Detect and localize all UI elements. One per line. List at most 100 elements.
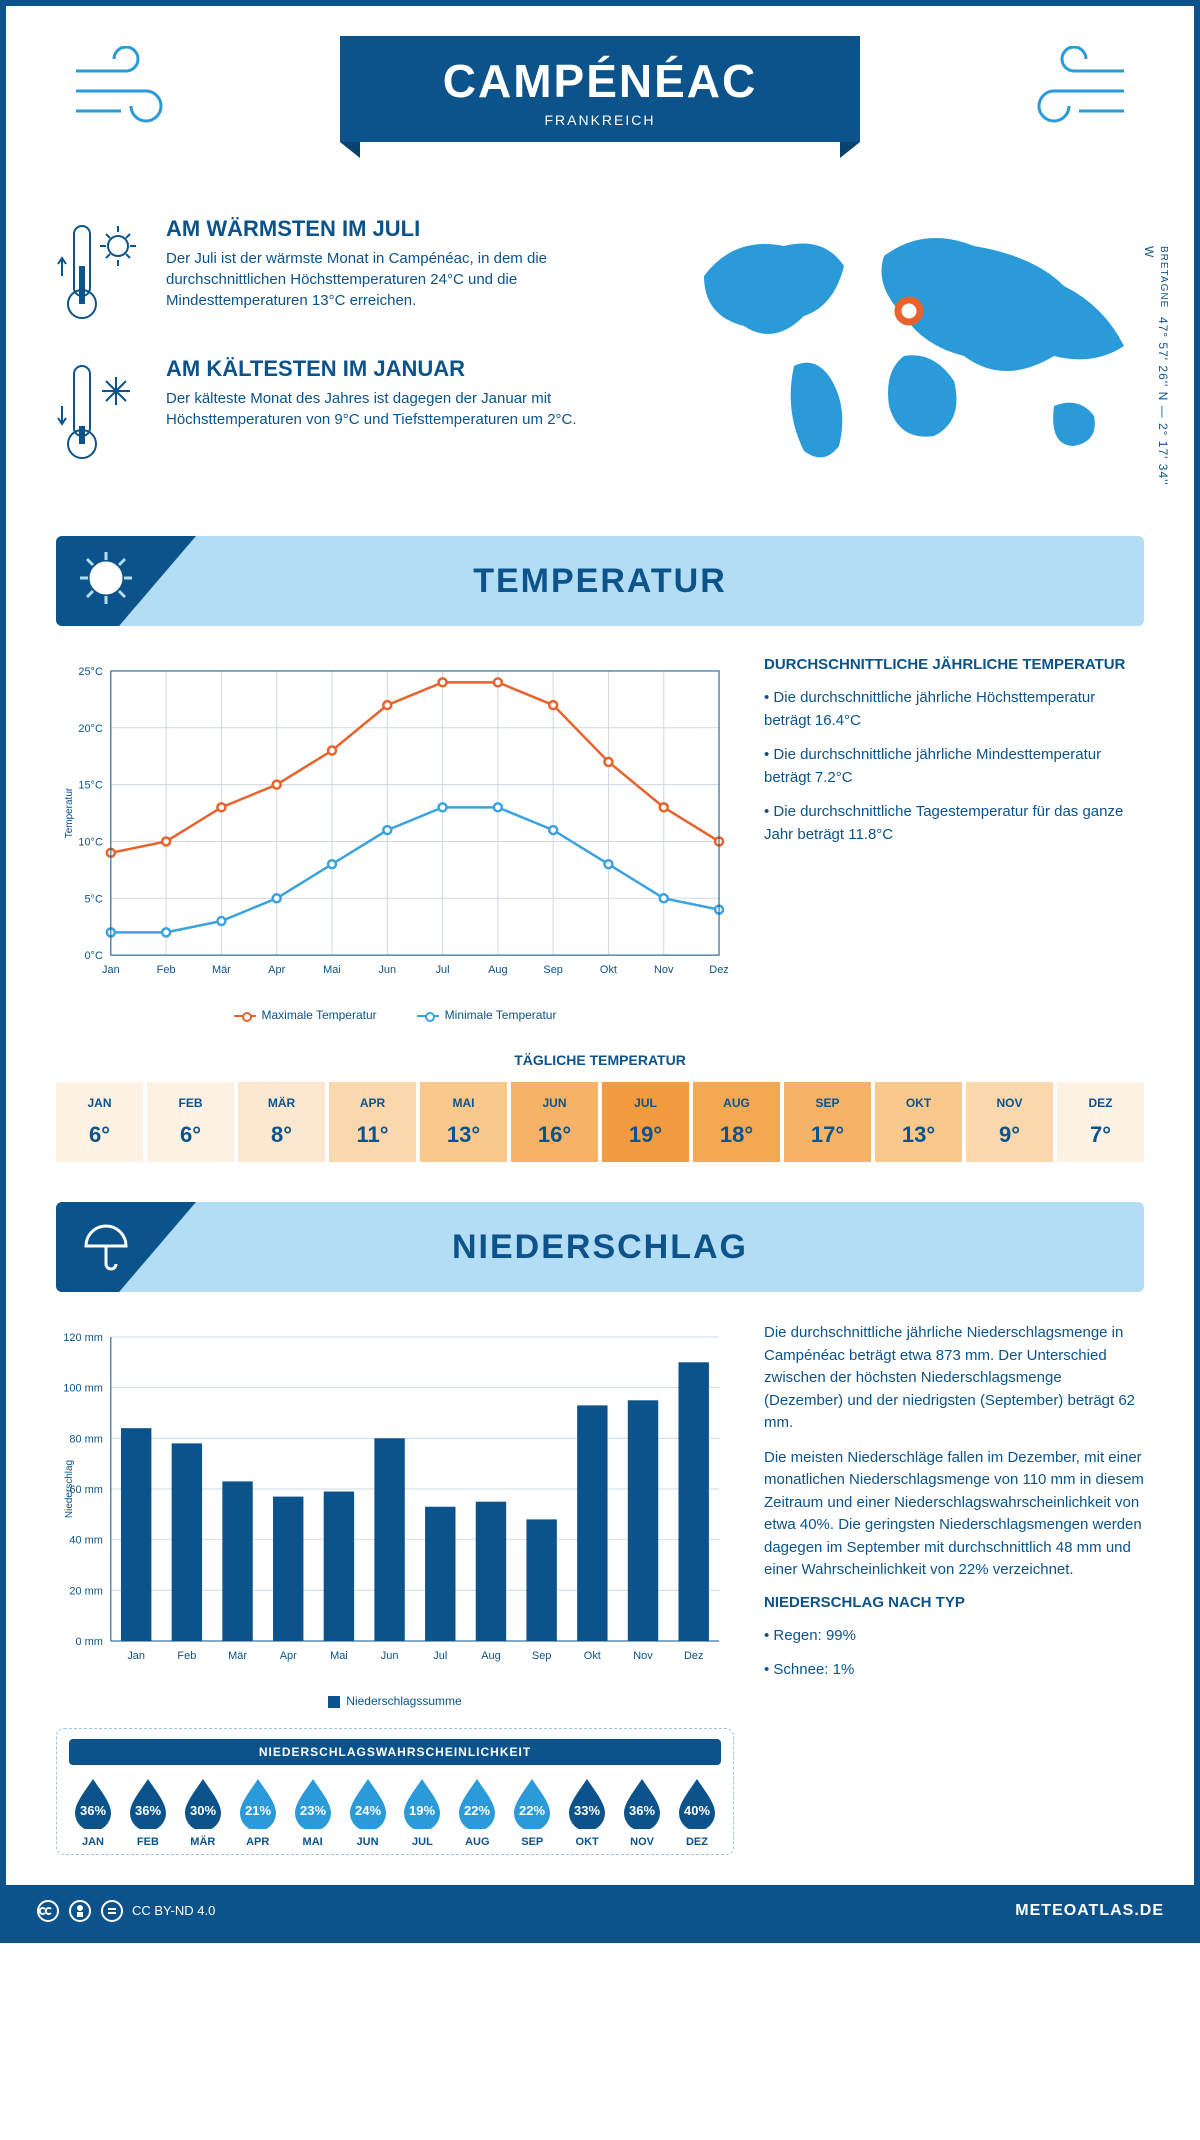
daily-temp-cell: NOV9° <box>966 1082 1053 1162</box>
svg-text:Aug: Aug <box>488 964 508 976</box>
svg-text:Aug: Aug <box>481 1650 501 1662</box>
cc-icon <box>36 1899 60 1923</box>
by-icon <box>68 1899 92 1923</box>
thermometer-snow-icon <box>56 356 146 466</box>
probability-drop: 24%JUN <box>344 1775 392 1848</box>
precip-probability: NIEDERSCHLAGSWAHRSCHEINLICHKEIT 36%JAN36… <box>56 1728 734 1855</box>
umbrella-icon <box>76 1214 136 1274</box>
thermometer-sun-icon <box>56 216 146 326</box>
probability-drop: 30%MÄR <box>179 1775 227 1848</box>
site-name: METEOATLAS.DE <box>1015 1902 1164 1920</box>
daily-temp-cell: JUL19° <box>602 1082 689 1162</box>
daily-temp-cell: DEZ7° <box>1057 1082 1144 1162</box>
svg-text:Dez: Dez <box>684 1650 703 1662</box>
daily-temp-cell: MAI13° <box>420 1082 507 1162</box>
svg-text:5°C: 5°C <box>84 893 102 905</box>
temperature-banner: TEMPERATUR <box>56 536 1144 626</box>
svg-text:15°C: 15°C <box>78 780 103 792</box>
precip-chart: 0 mm20 mm40 mm60 mm80 mm100 mm120 mmJanF… <box>56 1322 734 1855</box>
wind-icon <box>66 46 186 136</box>
intro-section: AM WÄRMSTEN IM JULI Der Juli ist der wär… <box>56 216 1144 496</box>
header: CAMPÉNÉAC FRANKREICH <box>56 36 1144 216</box>
svg-text:Feb: Feb <box>177 1650 196 1662</box>
daily-temp-cell: MÄR8° <box>238 1082 325 1162</box>
svg-text:30%: 30% <box>190 1803 216 1818</box>
svg-text:40 mm: 40 mm <box>69 1535 102 1547</box>
warmest-fact: AM WÄRMSTEN IM JULI Der Juli ist der wär… <box>56 216 654 326</box>
svg-text:Jun: Jun <box>381 1650 399 1662</box>
precip-banner: NIEDERSCHLAG <box>56 1202 1144 1292</box>
precip-legend: Niederschlagssumme <box>56 1694 734 1708</box>
svg-text:Jan: Jan <box>102 964 120 976</box>
svg-text:Nov: Nov <box>654 964 674 976</box>
daily-temp-cell: APR11° <box>329 1082 416 1162</box>
svg-text:Mai: Mai <box>330 1650 348 1662</box>
probability-drop: 33%OKT <box>563 1775 611 1848</box>
license-block: CC BY-ND 4.0 <box>36 1899 215 1923</box>
svg-text:19%: 19% <box>409 1803 435 1818</box>
svg-text:Mär: Mär <box>228 1650 247 1662</box>
svg-text:Apr: Apr <box>280 1650 297 1662</box>
daily-temp-cell: JUN16° <box>511 1082 598 1162</box>
svg-text:Niederschlag: Niederschlag <box>64 1460 75 1518</box>
probability-drop: 19%JUL <box>398 1775 446 1848</box>
daily-temp-cell: OKT13° <box>875 1082 962 1162</box>
svg-text:Jul: Jul <box>433 1650 447 1662</box>
probability-drop: 22%AUG <box>453 1775 501 1848</box>
svg-text:Sep: Sep <box>532 1650 552 1662</box>
svg-text:20°C: 20°C <box>78 723 103 735</box>
temperature-summary: DURCHSCHNITTLICHE JÄHRLICHE TEMPERATUR •… <box>764 656 1144 1022</box>
daily-temp-cell: AUG18° <box>693 1082 780 1162</box>
title-banner: CAMPÉNÉAC FRANKREICH <box>340 36 860 142</box>
svg-text:Okt: Okt <box>600 964 617 976</box>
svg-text:0 mm: 0 mm <box>75 1636 102 1648</box>
svg-text:21%: 21% <box>245 1803 271 1818</box>
footer: CC BY-ND 4.0 METEOATLAS.DE <box>6 1885 1194 1937</box>
svg-text:36%: 36% <box>629 1803 655 1818</box>
svg-text:23%: 23% <box>300 1803 326 1818</box>
svg-text:10°C: 10°C <box>78 836 103 848</box>
probability-drop: 36%FEB <box>124 1775 172 1848</box>
daily-temp-title: TÄGLICHE TEMPERATUR <box>56 1052 1144 1068</box>
svg-text:Apr: Apr <box>268 964 285 976</box>
daily-temp-cell: JAN6° <box>56 1082 143 1162</box>
svg-text:25°C: 25°C <box>78 666 103 678</box>
svg-text:40%: 40% <box>684 1803 710 1818</box>
license-text: CC BY-ND 4.0 <box>132 1903 215 1918</box>
svg-text:Dez: Dez <box>709 964 728 976</box>
svg-text:33%: 33% <box>574 1803 600 1818</box>
world-map <box>684 216 1144 476</box>
svg-text:22%: 22% <box>464 1803 490 1818</box>
svg-text:Nov: Nov <box>633 1650 653 1662</box>
warmest-title: AM WÄRMSTEN IM JULI <box>166 216 654 242</box>
sun-icon <box>76 548 136 608</box>
svg-text:120 mm: 120 mm <box>63 1332 103 1344</box>
warmest-text: Der Juli ist der wärmste Monat in Campén… <box>166 248 654 311</box>
country-name: FRANKREICH <box>340 112 860 128</box>
svg-text:80 mm: 80 mm <box>69 1433 102 1445</box>
probability-drop: 36%NOV <box>618 1775 666 1848</box>
svg-text:24%: 24% <box>355 1803 381 1818</box>
nd-icon <box>100 1899 124 1923</box>
coldest-fact: AM KÄLTESTEN IM JANUAR Der kälteste Mona… <box>56 356 654 466</box>
probability-drop: 40%DEZ <box>673 1775 721 1848</box>
probability-drop: 23%MAI <box>289 1775 337 1848</box>
svg-text:22%: 22% <box>519 1803 545 1818</box>
wind-icon <box>1014 46 1134 136</box>
temperature-legend: Maximale Temperatur Minimale Temperatur <box>56 1008 734 1022</box>
precip-title: NIEDERSCHLAG <box>56 1228 1144 1267</box>
svg-text:Mär: Mär <box>212 964 231 976</box>
svg-text:Okt: Okt <box>584 1650 601 1662</box>
coordinates-label: BRETAGNE 47° 57' 26'' N — 2° 17' 34'' W <box>1142 246 1170 496</box>
svg-text:Feb: Feb <box>157 964 176 976</box>
svg-text:100 mm: 100 mm <box>63 1383 103 1395</box>
coldest-text: Der kälteste Monat des Jahres ist dagege… <box>166 388 654 430</box>
precip-summary: Die durchschnittliche jährliche Niedersc… <box>764 1322 1144 1855</box>
temperature-title: TEMPERATUR <box>56 562 1144 601</box>
svg-text:36%: 36% <box>135 1803 161 1818</box>
svg-text:20 mm: 20 mm <box>69 1585 102 1597</box>
daily-temp-cell: FEB6° <box>147 1082 234 1162</box>
temperature-chart: 0°C5°C10°C15°C20°C25°CJanFebMärAprMaiJun… <box>56 656 734 1022</box>
svg-text:36%: 36% <box>80 1803 106 1818</box>
svg-text:Jul: Jul <box>436 964 450 976</box>
